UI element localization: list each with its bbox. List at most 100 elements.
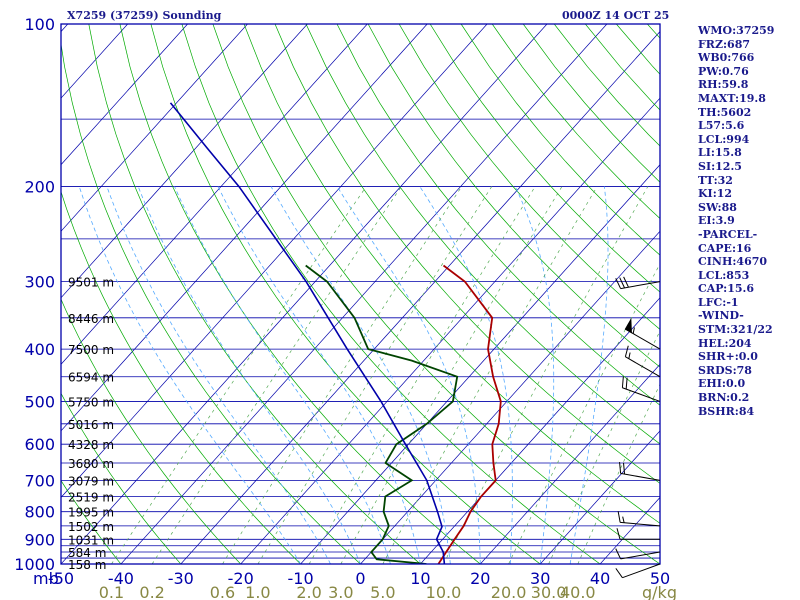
isotherm-line (420, 297, 660, 564)
index-item: STM:321/22 (698, 323, 773, 337)
index-item: SI:12.5 (698, 159, 742, 173)
temperature-line (437, 264, 502, 564)
dry-adiabat-line (119, 24, 481, 564)
index-item: WMO:37259 (698, 24, 775, 37)
height-label: 1031 m (68, 533, 114, 547)
dry-adiabat-line (61, 190, 301, 564)
index-item: LI:15.8 (698, 146, 742, 160)
plot-frame (60, 23, 661, 565)
dry-adiabat-line (181, 24, 601, 564)
index-item: MAXT:19.8 (698, 91, 766, 105)
pressure-tick-label: 900 (24, 530, 55, 549)
index-item: CAPE:16 (698, 241, 752, 255)
dry-adiabat-line (274, 24, 660, 484)
height-label: 8446 m (68, 312, 114, 326)
mixing-ratio-line (111, 186, 367, 564)
wind-barb-half-feather (622, 516, 625, 523)
dry-adiabat-line (61, 41, 361, 564)
height-label: 1995 m (68, 506, 114, 520)
dewpoint-line (305, 264, 459, 564)
height-label: 2519 m (68, 491, 114, 505)
height-label: 9501 m (68, 276, 114, 290)
mixing-ratio-label: 20.0 (491, 583, 527, 600)
height-label: 3079 m (68, 474, 114, 488)
dry-adiabat-line (88, 24, 421, 564)
station-title: X7259 (37259) Sounding (67, 9, 222, 22)
dry-adiabat-line (212, 24, 660, 564)
index-item: BRN:0.2 (698, 391, 750, 405)
wind-barb-shaft (620, 521, 661, 527)
dry-adiabat-line (61, 298, 241, 564)
isotherm-line (120, 24, 608, 564)
wind-barb-feather (616, 528, 621, 540)
index-item: SRDS:78 (698, 363, 752, 377)
wind-barb-feather (624, 345, 629, 357)
temperature-tick-label: 30 (530, 569, 550, 588)
height-label: 1502 m (68, 520, 114, 534)
grid-lines (61, 24, 660, 564)
mixing-ratio-label: 2.0 (296, 583, 321, 600)
wind-barb-half-feather (632, 327, 635, 334)
wind-barb-half-feather (628, 352, 631, 359)
mixing-ratio-label: 40.0 (560, 583, 596, 600)
isotherm-line (300, 164, 660, 564)
index-item: LCL:853 (698, 268, 750, 282)
wind-barb-feather (615, 568, 623, 578)
wind-barb (619, 462, 661, 481)
wind-barb-feather (623, 462, 626, 475)
temperature-tick-label: -10 (288, 569, 314, 588)
height-label: 158 m (68, 558, 106, 572)
mixing-ratio-label: 30.0 (531, 583, 567, 600)
height-label: 5750 m (68, 395, 114, 409)
isotherm-line (61, 24, 308, 299)
temperature-tick-label: 0 (355, 569, 365, 588)
moist-adiabat-line (569, 186, 609, 564)
isotherm-line (61, 24, 368, 365)
temperature-tick-label: 50 (650, 569, 670, 588)
isotherm-line (360, 230, 660, 564)
mixing-ratio-line (548, 330, 660, 564)
height-label: 584 m (68, 546, 106, 560)
index-item: EHI:0.0 (698, 377, 746, 391)
pressure-tick-label: 500 (24, 392, 55, 411)
dry-adiabat-line (150, 24, 541, 564)
wind-barb-shaft (620, 281, 661, 290)
sounding-time: 0000Z 14 OCT 25 (562, 9, 670, 22)
parcel-line (169, 102, 446, 564)
height-label: 3680 m (68, 457, 114, 471)
wind-barb (621, 376, 661, 402)
moist-adiabat-line (174, 186, 391, 564)
temperature-tick-label: -40 (108, 569, 134, 588)
index-item: LCL:994 (698, 132, 750, 146)
mixing-ratio-label: 0.6 (210, 583, 235, 600)
isotherm-line (61, 24, 428, 432)
dry-adiabat-line (367, 24, 660, 368)
wind-barb-shaft (622, 563, 661, 579)
temperature-tick-label: 40 (590, 569, 610, 588)
wind-barb-shaft (620, 551, 661, 560)
wind-barb-feather (623, 276, 629, 288)
wind-barb-pennant (624, 317, 632, 334)
mixing-ratio-line (508, 263, 660, 564)
mixing-ratio-line (382, 186, 598, 564)
height-label: 6594 m (68, 371, 114, 385)
unit-mb-label: mb (33, 569, 59, 588)
dry-adiabat-line (336, 24, 660, 406)
temperature-tick-label: 20 (470, 569, 490, 588)
pressure-tick-label: 1000 (14, 555, 55, 574)
isotherm-line (240, 97, 660, 564)
wind-barb (617, 511, 661, 527)
index-item: LFC:-1 (698, 295, 739, 309)
isotherm-line (61, 24, 188, 166)
dry-adiabat-line (61, 479, 122, 564)
dry-adiabat-line (398, 24, 660, 330)
isotherm-line (480, 363, 660, 564)
index-item: PW:0.76 (698, 64, 749, 78)
height-label: 7500 m (68, 343, 114, 357)
pressure-tick-label: 600 (24, 435, 55, 454)
index-item: EI:3.9 (698, 214, 735, 228)
moist-adiabat-line (336, 186, 481, 564)
wind-barb-shaft (620, 472, 661, 481)
